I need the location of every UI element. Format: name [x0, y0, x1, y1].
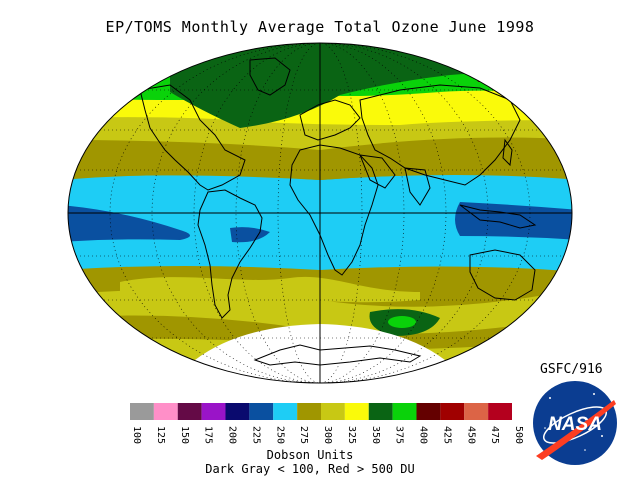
credit-label: GSFC/916: [540, 362, 603, 377]
legend-tick-label: 250: [274, 426, 285, 444]
nasa-vector: [536, 400, 616, 460]
coast-arabia: [359, 154, 396, 189]
band-tropical-blue: [68, 205, 190, 242]
legend-tick-label: 325: [346, 426, 357, 444]
coast-south-america: [197, 189, 263, 319]
legend-swatch: [201, 403, 226, 420]
legend-swatches: [130, 403, 512, 420]
coastlines: [139, 57, 537, 366]
legend-swatch: [297, 403, 321, 420]
legend-swatch: [273, 403, 298, 420]
legend-tick-label: 375: [394, 426, 405, 444]
coast-india: [404, 167, 431, 206]
map-title: EP/TOMS Monthly Average Total Ozone June…: [105, 18, 535, 36]
legend-tick-label: 200: [227, 426, 238, 444]
coast-indonesia: [459, 204, 537, 229]
legend-swatch: [392, 403, 417, 420]
coast-antarctica: [253, 344, 422, 366]
legend-swatch: [416, 403, 441, 420]
legend-tick-label: 500: [513, 426, 524, 444]
band-tropical-blue-east: [455, 202, 572, 240]
legend-swatch: [368, 403, 393, 420]
coast-north-america: [139, 84, 246, 191]
legend-tick-label: 475: [489, 426, 500, 444]
legend-tick-label: 400: [418, 426, 429, 444]
legend-swatch: [177, 403, 202, 420]
legend-note: Dark Gray < 100, Red > 500 DU: [205, 462, 415, 476]
legend-tick-label: 350: [370, 426, 381, 444]
legend-tick-label: 425: [441, 426, 452, 444]
map-axes: [68, 43, 572, 383]
legend-tick-label: 225: [250, 426, 261, 444]
band-south-yellow-olive-2: [120, 276, 420, 303]
coast-asia: [359, 84, 521, 186]
nasa-logo: NASA: [533, 381, 617, 465]
legend-tick-labels: 100 125 150 175 200 225 250 275 300 325 350 375 400 4…: [131, 426, 524, 444]
legend-tick-label: 175: [203, 426, 214, 444]
legend-tick-label: 275: [298, 426, 309, 444]
coast-europe: [299, 99, 361, 141]
nasa-logo-text: NASA: [548, 414, 602, 435]
legend-swatch: [130, 403, 154, 420]
legend-units-label: Dobson Units: [266, 448, 354, 462]
legend-tick-label: 150: [179, 426, 190, 444]
legend-tick-label: 125: [155, 426, 166, 444]
legend-swatch: [321, 403, 345, 420]
legend-swatch: [225, 403, 250, 420]
legend-swatch: [464, 403, 489, 420]
legend-swatch: [153, 403, 178, 420]
legend-swatch: [344, 403, 369, 420]
globe-outline: [67, 42, 573, 384]
coast-australia: [469, 249, 536, 301]
legend-tick-label: 100: [131, 426, 142, 444]
coast-japan: [502, 138, 513, 167]
legend-tick-label: 300: [322, 426, 333, 444]
legend-swatch: [440, 403, 465, 420]
band-south-pacific-bright: [388, 316, 416, 328]
coast-greenland: [249, 57, 291, 96]
legend-swatch: [249, 403, 274, 420]
band-north-dark-green-2: [260, 47, 398, 83]
legend-tick-label: 450: [465, 426, 476, 444]
legend-swatch: [488, 403, 512, 420]
